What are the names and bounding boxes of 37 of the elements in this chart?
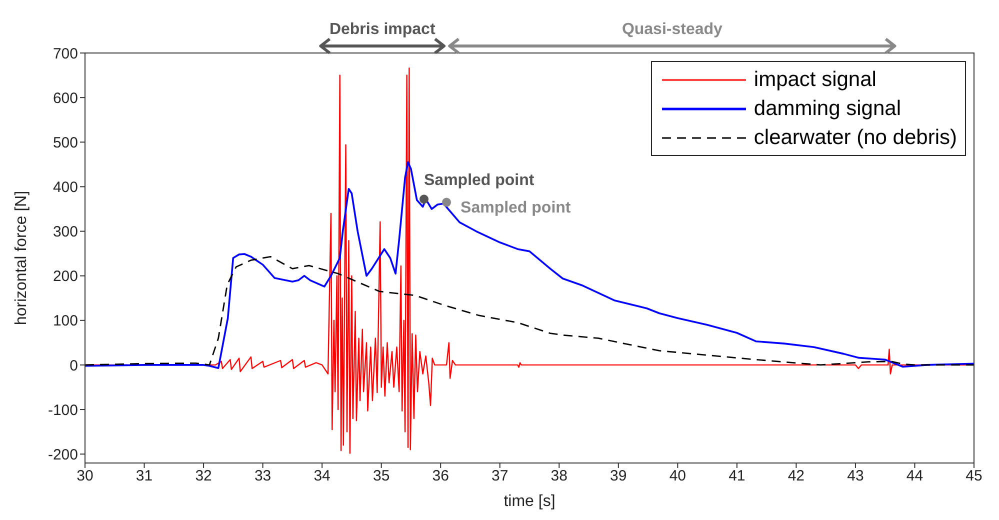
y-tick-label: 500 — [52, 134, 78, 152]
y-tick-label: 300 — [52, 224, 78, 241]
y-tick-label: 600 — [52, 90, 78, 107]
x-tick-label: 34 — [314, 468, 330, 485]
x-tick-label: 35 — [372, 468, 390, 485]
text: Quasi-steady — [622, 21, 723, 38]
y-tick-label: 0 — [70, 357, 78, 374]
y-tick-label: 200 — [52, 268, 78, 286]
y-axis-title: horizontal force [N] — [13, 190, 30, 326]
x-tick-label: 43 — [847, 468, 864, 485]
line-series — [85, 161, 974, 369]
x-tick-label: 39 — [610, 468, 627, 485]
y-tick-label: -100 — [48, 402, 78, 419]
x-tick-label: 42 — [788, 468, 805, 485]
legend-label: clearwater (no debris) — [754, 125, 957, 151]
annotation: Sampled point — [424, 172, 535, 190]
line-series — [85, 256, 974, 366]
x-tick-label: 31 — [136, 468, 153, 485]
x-tick-label: 30 — [76, 468, 94, 485]
x-tick-label: 41 — [728, 468, 746, 485]
y-tick-label: 400 — [52, 179, 78, 196]
y-tick-label: 700 — [52, 45, 78, 62]
legend-label: impact signal — [754, 67, 876, 93]
x-tick-label: 36 — [432, 468, 449, 485]
text: Debris impact — [329, 21, 436, 38]
y-tick-label: 100 — [52, 312, 78, 330]
x-tick-label: 38 — [550, 468, 568, 485]
x-tick-label: 44 — [906, 468, 924, 485]
x-tick-label: 37 — [492, 468, 508, 485]
x-tick-label: 33 — [254, 468, 272, 485]
annotation: Sampled point — [460, 199, 572, 216]
y-tick-label: -200 — [48, 446, 78, 464]
x-tick-label: 45 — [966, 468, 982, 485]
x-tick-label: 40 — [669, 468, 686, 485]
x-axis-title: time [s] — [504, 493, 556, 510]
x-tick-label: 32 — [195, 468, 212, 485]
legend-label: damming signal — [754, 96, 901, 122]
